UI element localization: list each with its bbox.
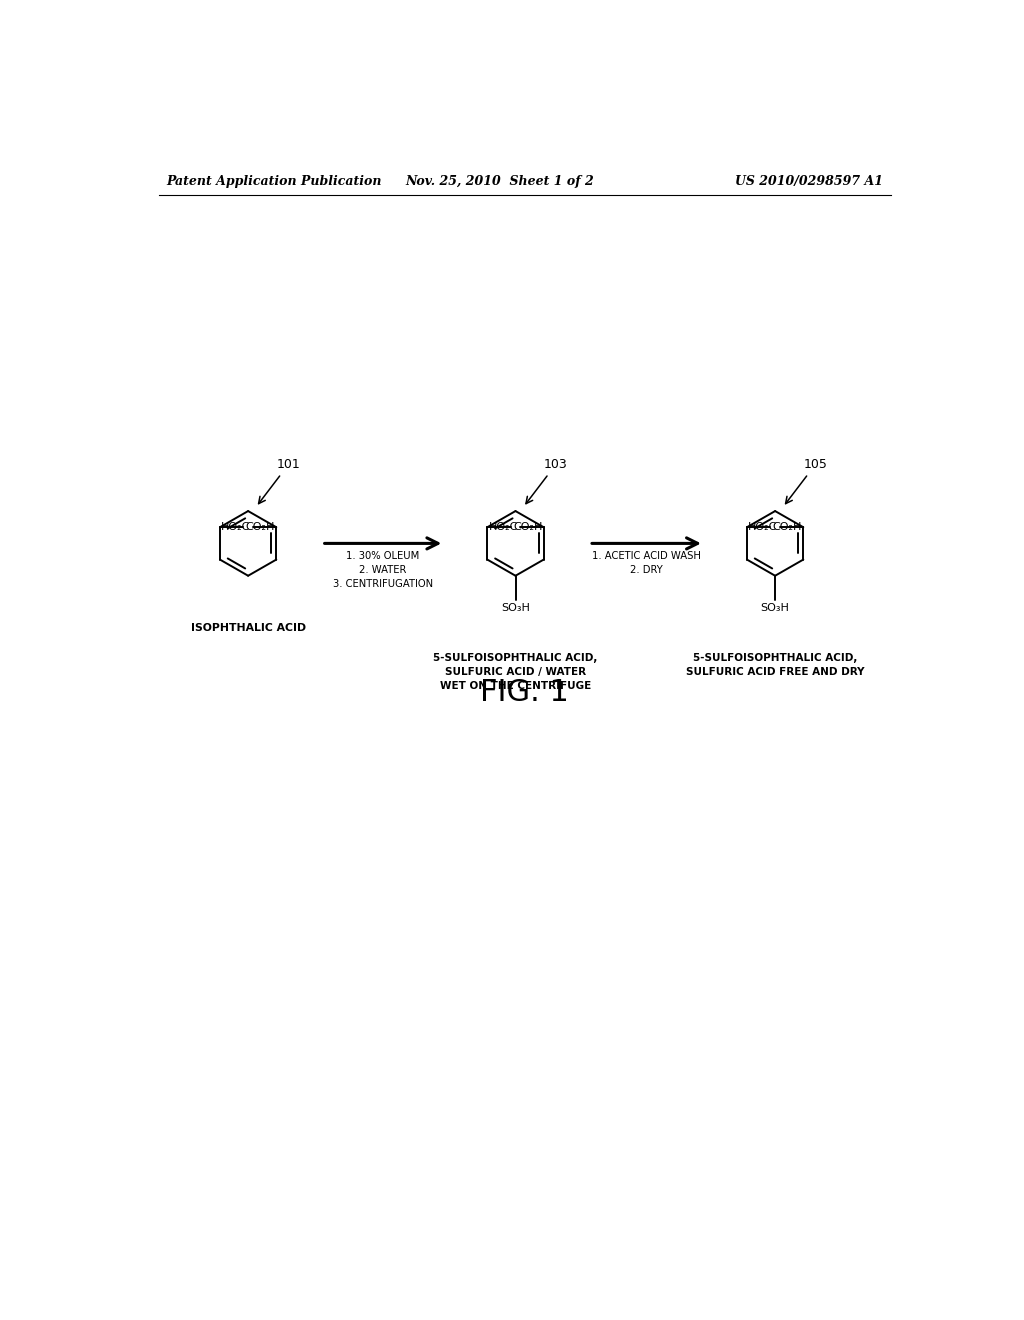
Text: FIG. 1: FIG. 1 bbox=[480, 678, 569, 708]
Text: 105: 105 bbox=[785, 458, 827, 504]
Text: CO₂H: CO₂H bbox=[772, 523, 802, 532]
Text: Patent Application Publication: Patent Application Publication bbox=[167, 176, 382, 189]
Text: 5-SULFOISOPHTHALIC ACID,
SULFURIC ACID FREE AND DRY: 5-SULFOISOPHTHALIC ACID, SULFURIC ACID F… bbox=[686, 653, 864, 677]
Text: US 2010/0298597 A1: US 2010/0298597 A1 bbox=[735, 176, 883, 189]
Text: HO₂C: HO₂C bbox=[221, 523, 251, 532]
Text: HO₂C: HO₂C bbox=[749, 523, 778, 532]
Text: ISOPHTHALIC ACID: ISOPHTHALIC ACID bbox=[190, 623, 306, 634]
Text: SO₃H: SO₃H bbox=[761, 603, 790, 614]
Text: CO₂H: CO₂H bbox=[246, 523, 274, 532]
Text: 101: 101 bbox=[259, 458, 300, 504]
Text: SO₃H: SO₃H bbox=[501, 603, 530, 614]
Text: 103: 103 bbox=[526, 458, 567, 504]
Text: HO₂C: HO₂C bbox=[488, 523, 518, 532]
Text: 5-SULFOISOPHTHALIC ACID,
SULFURIC ACID / WATER
WET ON THE CENTRIFUGE: 5-SULFOISOPHTHALIC ACID, SULFURIC ACID /… bbox=[433, 653, 598, 690]
Text: 1. ACETIC ACID WASH
2. DRY: 1. ACETIC ACID WASH 2. DRY bbox=[592, 552, 700, 576]
Text: CO₂H: CO₂H bbox=[513, 523, 543, 532]
Text: 1. 30% OLEUM
2. WATER
3. CENTRIFUGATION: 1. 30% OLEUM 2. WATER 3. CENTRIFUGATION bbox=[333, 552, 433, 589]
Text: Nov. 25, 2010  Sheet 1 of 2: Nov. 25, 2010 Sheet 1 of 2 bbox=[406, 176, 594, 189]
